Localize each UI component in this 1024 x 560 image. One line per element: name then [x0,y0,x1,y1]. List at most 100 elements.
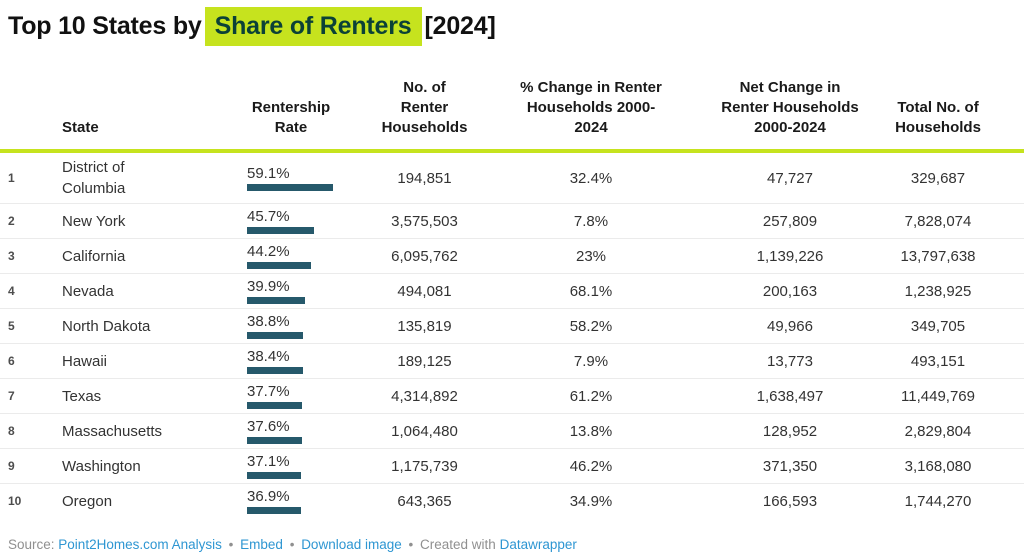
renter-households-cell: 3,575,503 [357,203,492,239]
state-name: Hawaii [62,352,108,370]
rate-bar [247,472,301,480]
state-name: California [62,247,126,265]
state-cell: North Dakota [62,308,247,344]
rate-bar [247,507,301,515]
rank-cell: 8 [0,413,62,449]
rate-bar [247,262,311,270]
state-name: Washington [62,457,141,475]
state-cell: District of Columbia [62,151,247,204]
rentership-rate-cell: 59.1% [247,151,357,204]
rank-cell: 10 [0,483,62,519]
pct-change-cell: 7.8% [492,203,690,239]
rate-value: 36.9% [247,488,290,506]
rentership-rate-cell: 37.1% [247,448,357,484]
state-cell: Nevada [62,273,247,309]
rate-bar-group: 37.1% [247,453,335,480]
source-label: Source: [8,537,55,552]
table-row: 5 North Dakota 38.8% 135,819 58.2% 49,966 349,… [0,308,1024,344]
rate-bar-group: 36.9% [247,488,335,515]
state-cell: California [62,238,247,274]
rate-value: 37.7% [247,383,290,401]
renter-households-cell: 189,125 [357,343,492,379]
title-highlight: Share of Renters [204,7,422,46]
pct-change-cell: 46.2% [492,448,690,484]
table-row: 2 New York 45.7% 3,575,503 7.8% 257,809 7,828,… [0,203,1024,239]
table-row: 7 Texas 37.7% 4,314,892 61.2% 1,638,497 11,449… [0,378,1024,414]
rate-value: 45.7% [247,208,290,226]
rate-bar [247,297,305,305]
state-cell: Oregon [62,483,247,519]
rentership-rate-cell: 45.7% [247,203,357,239]
rate-value: 38.4% [247,348,290,366]
rate-value: 37.1% [247,453,290,471]
table-row: 10 Oregon 36.9% 643,365 34.9% 166,593 1,744,27… [0,483,1024,519]
footer-bullet: • [408,537,414,552]
state-name: Nevada [62,282,114,300]
state-cell: Massachusetts [62,413,247,449]
rate-value: 59.1% [247,165,290,183]
renter-households-cell: 1,064,480 [357,413,492,449]
download-image-link[interactable]: Download image [301,537,402,552]
total-households-cell: 493,151 [890,343,1024,379]
embed-link[interactable]: Embed [240,537,283,552]
pct-change-cell: 23% [492,238,690,274]
header-renter-households: No. of Renter Households [357,54,492,154]
header-total-households: Total No. of Households [890,54,1024,154]
rate-bar-group: 38.4% [247,348,335,375]
rate-bar-group: 37.7% [247,383,335,410]
created-with-label: Created with [420,537,496,552]
table-row: 4 Nevada 39.9% 494,081 68.1% 200,163 1,238,925 [0,273,1024,309]
table-row: 1 District of Columbia 59.1% 194,851 32.4% 47… [0,151,1024,204]
state-name: Massachusetts [62,422,163,440]
rate-bar-group: 37.6% [247,418,335,445]
rank-cell: 3 [0,238,62,274]
pct-change-cell: 68.1% [492,273,690,309]
header-net-change: Net Change in Renter Households 2000-202… [690,54,890,154]
rate-bar-group: 45.7% [247,208,335,235]
net-change-cell: 49,966 [690,308,890,344]
table-row: 8 Massachusetts 37.6% 1,064,480 13.8% 128,952… [0,413,1024,449]
renter-households-cell: 6,095,762 [357,238,492,274]
title-prefix: Top 10 States by [8,12,202,40]
total-households-cell: 1,238,925 [890,273,1024,309]
datawrapper-link[interactable]: Datawrapper [499,537,577,552]
state-name: New York [62,212,126,230]
net-change-cell: 1,638,497 [690,378,890,414]
total-households-cell: 7,828,074 [890,203,1024,239]
renter-households-cell: 135,819 [357,308,492,344]
header-state: State [62,54,247,154]
header-rentership-rate: Rentership Rate [247,54,357,154]
rate-value: 39.9% [247,278,290,296]
state-name: Oregon [62,492,113,510]
total-households-cell: 2,829,804 [890,413,1024,449]
rentership-rate-cell: 39.9% [247,273,357,309]
rate-bar-group: 59.1% [247,165,335,192]
state-cell: Hawaii [62,343,247,379]
rate-bar [247,367,303,375]
title-suffix: [2024] [424,12,496,40]
total-households-cell: 349,705 [890,308,1024,344]
rate-value: 38.8% [247,313,290,331]
rate-bar-group: 44.2% [247,243,335,270]
table-row: 6 Hawaii 38.4% 189,125 7.9% 13,773 493,151 [0,343,1024,379]
state-name: Texas [62,387,102,405]
net-change-cell: 371,350 [690,448,890,484]
rate-bar [247,332,303,340]
renter-households-cell: 1,175,739 [357,448,492,484]
pct-change-cell: 32.4% [569,169,613,187]
rate-bar [247,184,333,192]
state-name: North Dakota [62,317,151,335]
pct-change-cell: 13.8% [492,413,690,449]
footer-bullet: • [289,537,295,552]
renter-households-cell: 4,314,892 [357,378,492,414]
rentership-rate-cell: 38.4% [247,343,357,379]
total-households-cell: 1,744,270 [890,483,1024,519]
rentership-rate-cell: 37.6% [247,413,357,449]
source-link[interactable]: Point2Homes.com Analysis [58,537,222,552]
chart-title: Top 10 States by Share of Renters [2024] [0,0,1024,46]
renter-households-cell: 194,851 [397,169,452,187]
table-header: State Rentership Rate No. of Renter Hous… [0,54,1024,154]
net-change-cell: 128,952 [690,413,890,449]
total-households-cell: 11,449,769 [890,378,1024,414]
footer-bullet: • [228,537,234,552]
